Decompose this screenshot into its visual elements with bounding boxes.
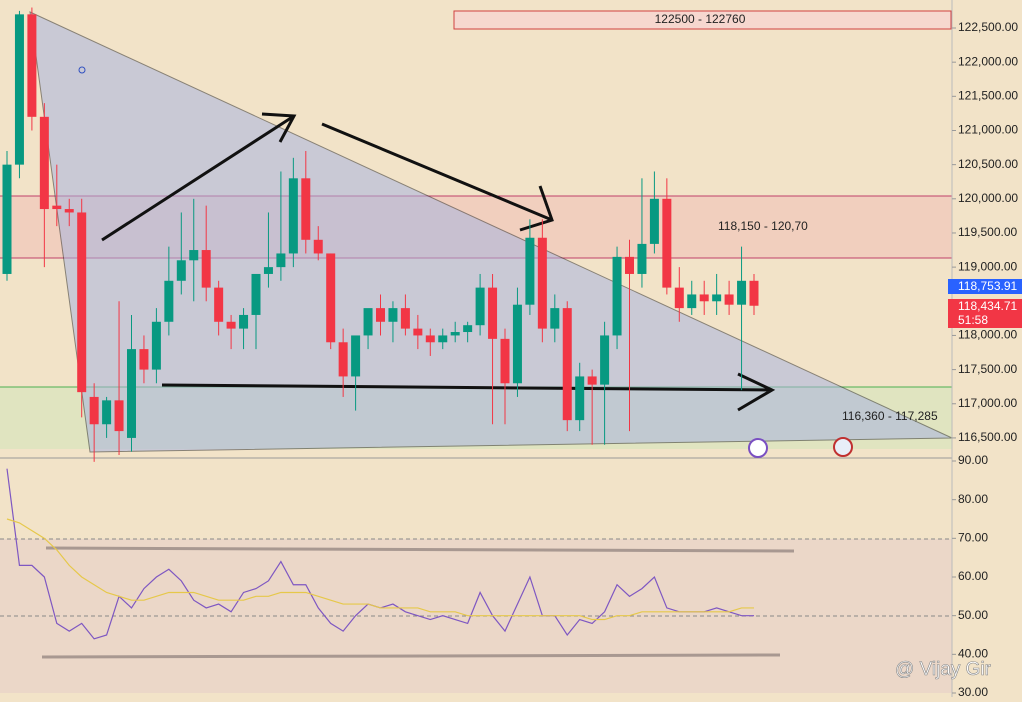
y-tick-label: 70.00 <box>958 531 988 545</box>
y-tick-label: 119,000.00 <box>958 259 1017 273</box>
watermark: @ Vijay Gir <box>895 659 992 680</box>
candle-body <box>326 253 336 343</box>
candle-body <box>127 349 136 438</box>
candle-body <box>114 400 124 432</box>
candle-body <box>463 325 473 333</box>
candle-body <box>102 400 112 425</box>
candle-body <box>475 287 485 326</box>
candle-body <box>338 342 348 377</box>
candle-body <box>89 396 99 425</box>
y-tick-label: 118,000.00 <box>958 328 1017 342</box>
marker <box>78 66 86 74</box>
y-tick-label: 30.00 <box>958 685 988 697</box>
y-tick-label: 121,500.00 <box>958 89 1018 103</box>
top-zone-box <box>453 10 952 30</box>
candle-body <box>699 294 709 302</box>
candle-body <box>263 267 273 274</box>
candle-body <box>649 198 659 244</box>
candle-body <box>575 376 585 421</box>
candle-body <box>376 308 385 322</box>
candle-body <box>52 205 62 210</box>
candle-body <box>550 308 560 329</box>
badge-text: 51:58 <box>958 313 988 327</box>
candle-body <box>488 287 498 339</box>
candle-body <box>537 237 547 329</box>
zone-label: 122500 - 122760 <box>655 12 746 26</box>
candle-body <box>450 332 460 336</box>
badge <box>948 299 1022 328</box>
candle-body <box>737 280 747 305</box>
candle-body <box>2 164 12 274</box>
candle-body <box>276 253 286 268</box>
triangle <box>29 11 953 453</box>
candle-body <box>39 116 49 210</box>
candle-body <box>27 14 37 117</box>
candle-body <box>600 335 610 385</box>
y-tick-label: 122,000.00 <box>958 54 1018 68</box>
candle-body <box>77 212 87 393</box>
series-layer: 116,500.00 117,000.00 117,500.00 118,000.00… <box>2 7 1018 699</box>
candle-body <box>388 308 398 322</box>
y-tick-label: 117,000.00 <box>958 396 1017 410</box>
candle-body <box>712 294 722 302</box>
candle-body <box>687 294 697 309</box>
candle-body <box>512 304 522 384</box>
y-tick-label: 90.00 <box>958 453 988 467</box>
candle-body <box>637 243 647 274</box>
y-tick-label: 50.00 <box>958 608 988 622</box>
candle-body <box>662 198 672 288</box>
badge-text: 118,753.91 <box>958 279 1017 293</box>
y-tick-label: 60.00 <box>958 569 988 583</box>
candle-body <box>176 260 186 281</box>
candle-body <box>226 321 236 329</box>
rsi-line <box>6 518 754 621</box>
candle-body <box>413 328 423 336</box>
badge-text: 118,434.71 <box>958 299 1017 313</box>
candle-body <box>724 294 734 305</box>
candle-body <box>64 209 74 213</box>
candle-body <box>201 250 211 288</box>
y-tick-label: 121,000.00 <box>958 123 1018 137</box>
flag-icon <box>833 437 853 457</box>
candle-body <box>363 308 373 336</box>
candle-body <box>425 335 435 343</box>
candle-body <box>625 256 634 274</box>
candle-body <box>612 256 622 336</box>
y-tick-label: 117,500.00 <box>958 362 1017 376</box>
candle-body <box>438 335 448 343</box>
candle-body <box>189 250 199 261</box>
candle-body <box>164 280 174 322</box>
candle-body <box>749 280 759 306</box>
candle-body <box>251 273 261 315</box>
candle-body <box>525 237 535 305</box>
y-tick-label: 40.00 <box>958 647 988 661</box>
zone-label: 116,360 - 117,285 <box>842 409 938 423</box>
candle-body <box>351 335 361 377</box>
candle-body <box>139 349 149 370</box>
candle-body <box>301 178 311 240</box>
y-tick-label: 120,500.00 <box>958 157 1018 171</box>
candle-body <box>400 308 410 329</box>
y-tick-label: 116,500.00 <box>958 430 1017 444</box>
zone-label: 118,150 - 120,70 <box>718 219 808 233</box>
candle-body <box>288 178 298 254</box>
candle-body <box>14 14 24 165</box>
candle-body <box>214 287 224 322</box>
y-tick-label: 122,500.00 <box>958 20 1018 34</box>
candle-body <box>674 287 684 309</box>
candle-body <box>239 314 249 329</box>
candle-body <box>562 308 572 421</box>
candle-body <box>313 239 323 254</box>
badge <box>948 279 1022 294</box>
candle-body <box>151 321 161 370</box>
candle-body <box>587 376 597 385</box>
candle-body <box>500 338 510 384</box>
y-tick-label: 80.00 <box>958 492 988 506</box>
event-icon <box>748 438 768 458</box>
y-tick-label: 119,500.00 <box>958 225 1017 239</box>
y-tick-label: 120,000.00 <box>958 191 1018 205</box>
